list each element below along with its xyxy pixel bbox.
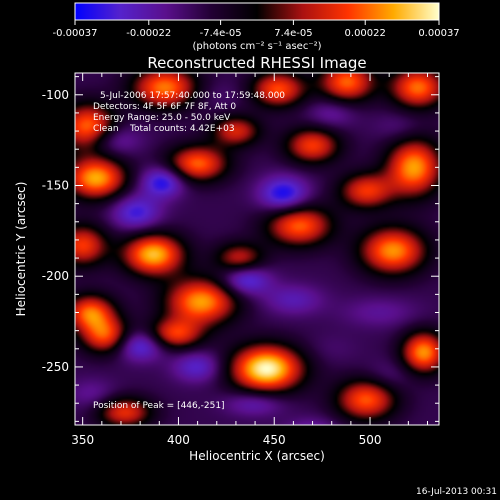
footer-timestamp: 16-Jul-2013 00:31 — [416, 487, 497, 497]
annotation-detectors: Detectors: 4F 5F 6F 7F 8F, Att 0 — [93, 102, 236, 112]
y-tick-label: -100 — [42, 88, 69, 102]
colorbar-tick-label: 0.00037 — [418, 28, 459, 39]
y-tick-label: -150 — [42, 178, 69, 192]
colorbar-tick-label: 0.00022 — [345, 28, 386, 39]
colorbar-units-label: (photons cm⁻² s⁻¹ asec⁻²) — [192, 41, 321, 52]
annotation-peak: Position of Peak = [446,-251] — [93, 401, 225, 411]
colorbar-tick-label: -0.00022 — [126, 28, 171, 39]
y-tick-label: -200 — [42, 269, 69, 283]
colorbar-tick-label: 7.4e-05 — [274, 28, 312, 39]
x-tick-label: 500 — [359, 433, 382, 447]
colorbar — [74, 2, 440, 21]
x-tick-label: 400 — [167, 433, 190, 447]
colorbar-tick-label: -7.4e-05 — [200, 28, 242, 39]
annotation-time-range: 5-Jul-2006 17:57:40.000 to 17:59:48.000 — [100, 91, 285, 101]
annotation-clean: Clean Total counts: 4.42E+03 — [93, 124, 235, 134]
colorbar-ticks: -0.00037 -0.00022 -7.4e-05 7.4e-05 0.00022 0.… — [53, 20, 460, 39]
x-axis-label: Heliocentric X (arcsec) — [189, 449, 325, 463]
plot-area — [74, 72, 440, 426]
y-tick-label: -250 — [42, 360, 69, 374]
heatmap-image — [75, 73, 439, 425]
x-tick-label: 450 — [263, 433, 286, 447]
axis-ticks: 350 400 450 500 -100 -150 -200 -250 — [42, 73, 439, 447]
y-axis-label: Heliocentric Y (arcsec) — [14, 182, 28, 317]
chart-title: Reconstructed RHESSI Image — [147, 54, 366, 72]
colorbar-tick-label: -0.00037 — [53, 28, 98, 39]
annotation-energy: Energy Range: 25.0 - 50.0 keV — [93, 113, 231, 123]
x-tick-label: 350 — [71, 433, 94, 447]
